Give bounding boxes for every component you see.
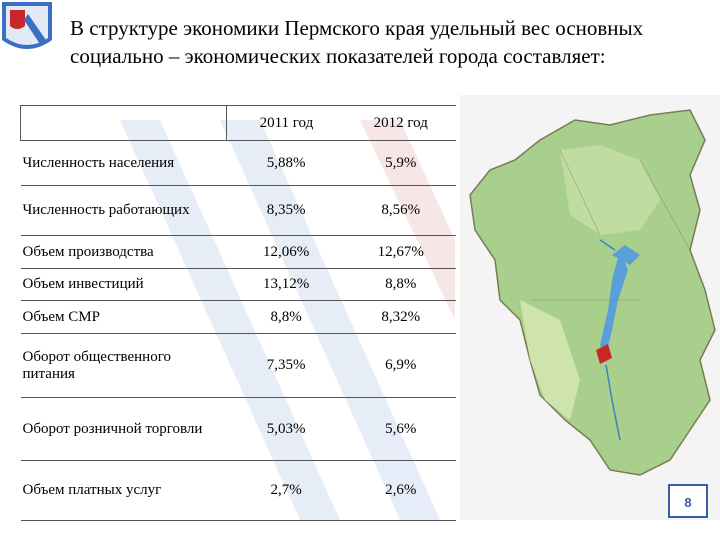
cell-value: 7,35% — [226, 333, 346, 398]
cell-value: 5,6% — [345, 397, 456, 461]
table-row: Объем СМР 8,8% 8,32% — [20, 300, 456, 334]
row-label: Оборот общественного питания — [20, 333, 227, 398]
table-row: Численность работающих 8,35% 8,56% — [20, 185, 456, 236]
table-row: Оборот общественного питания 7,35% 6,9% — [20, 333, 456, 398]
cell-value: 6,9% — [345, 333, 456, 398]
cell-value: 8,32% — [345, 300, 456, 334]
row-label: Объем СМР — [20, 300, 227, 334]
row-label: Оборот розничной торговли — [20, 397, 227, 461]
table-row: Объем производства 12,06% 12,67% — [20, 235, 456, 269]
cell-value: 5,9% — [345, 140, 456, 186]
table-row: Объем инвестиций 13,12% 8,8% — [20, 268, 456, 301]
cell-value: 12,06% — [226, 235, 346, 269]
cell-value: 5,88% — [226, 140, 346, 186]
cell-value: 8,56% — [345, 185, 456, 236]
header-cell: 2012 год — [345, 105, 456, 141]
page-number: 8 — [668, 484, 708, 518]
table-row: Объем платных услуг 2,7% 2,6% — [20, 460, 456, 521]
cell-value: 13,12% — [226, 268, 346, 301]
table-row: Оборот розничной торговли 5,03% 5,6% — [20, 397, 456, 461]
table-row: Численность населения 5,88% 5,9% — [20, 140, 456, 186]
cell-value: 8,8% — [226, 300, 346, 334]
header-cell: 2011 год — [226, 105, 346, 141]
map — [460, 95, 720, 520]
row-label: Объем производства — [20, 235, 227, 269]
logo — [2, 2, 52, 49]
row-label: Численность работающих — [20, 185, 227, 236]
cell-value: 2,6% — [345, 460, 456, 521]
cell-value: 2,7% — [226, 460, 346, 521]
row-label: Объем платных услуг — [20, 460, 227, 521]
header-cell — [19, 105, 228, 141]
row-label: Объем инвестиций — [20, 268, 227, 301]
cell-value: 8,8% — [345, 268, 456, 301]
data-table: 2011 год 2012 год Численность населения 5,8… — [19, 105, 456, 521]
row-label: Численность населения — [20, 140, 227, 186]
header-row: 2011 год 2012 год — [19, 105, 456, 141]
cell-value: 12,67% — [345, 235, 456, 269]
slide-title: В структуре экономики Пермского края уде… — [70, 16, 644, 68]
cell-value: 5,03% — [226, 397, 346, 461]
cell-value: 8,35% — [226, 185, 346, 236]
